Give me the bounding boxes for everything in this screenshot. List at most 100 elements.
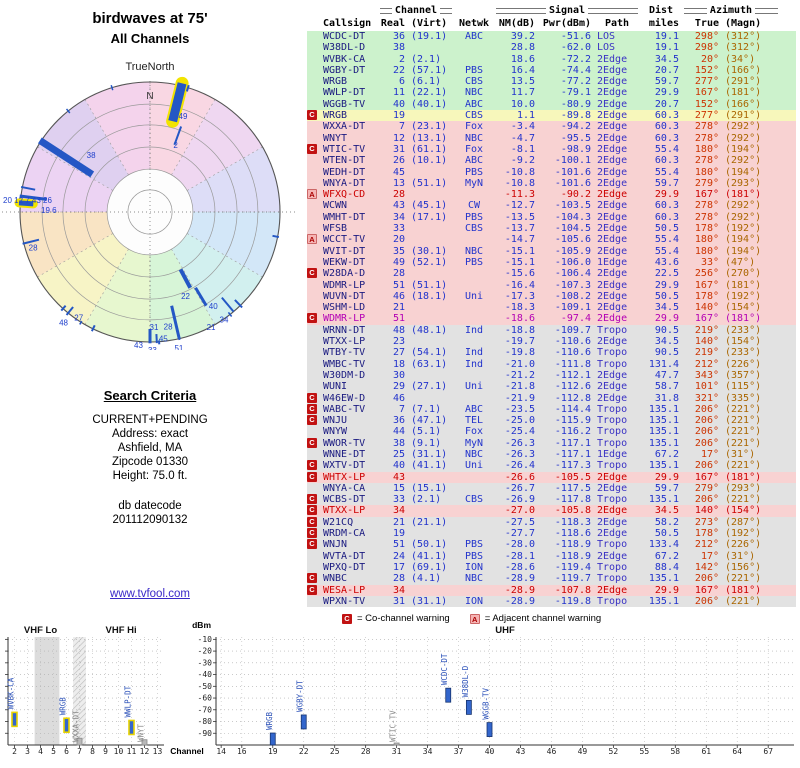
svg-text:31: 31 bbox=[150, 323, 159, 332]
svg-text:40: 40 bbox=[209, 302, 218, 311]
svg-text:55: 55 bbox=[640, 747, 650, 756]
co-channel-warning-icon: C bbox=[307, 313, 317, 324]
svg-text:49: 49 bbox=[578, 747, 588, 756]
group-channel: Channel bbox=[378, 4, 454, 17]
station-table: Channel Signal Dist Azimuth Callsign Rea… bbox=[307, 4, 796, 608]
search-criteria-heading: Search Criteria bbox=[103, 388, 197, 403]
table-row: C W28DA-D 28 -15.6 -106.4 2Edge 22.5 256° (270°) bbox=[307, 268, 796, 280]
svg-text:7: 7 bbox=[77, 747, 82, 756]
table-row: C WXTV-DT 40 (41.1) Uni -26.4 -117.3 Tropo 135.1… bbox=[307, 460, 796, 472]
svg-text:WGBY-DT: WGBY-DT bbox=[296, 680, 305, 712]
svg-text:22: 22 bbox=[181, 292, 190, 301]
table-row: WTBY-TV 27 (54.1) Ind -19.8 -110.6 Tropo 90.5 21… bbox=[307, 347, 796, 359]
col-virt: (Virt) bbox=[411, 18, 448, 29]
co-channel-warning-icon: C bbox=[307, 528, 317, 539]
table-row: WMHT-DT 34 (17.1) PBS -13.5 -104.3 2Edge 60.3 27… bbox=[307, 211, 796, 224]
svg-text:Channel: Channel bbox=[170, 746, 204, 756]
adjacent-channel-warning-icon: A bbox=[307, 189, 317, 200]
svg-text:48: 48 bbox=[59, 319, 68, 328]
svg-text:58: 58 bbox=[670, 747, 680, 756]
table-row: WNYA-DT 13 (51.1) MyN -10.8 -101.6 2Edge 59.7 27… bbox=[307, 177, 796, 190]
svg-text:WXXA-DT: WXXA-DT bbox=[72, 710, 81, 742]
table-row: WMBC-TV 18 (63.1) Ind -21.0 -111.8 Tropo 131.4 2… bbox=[307, 358, 796, 370]
svg-text:37: 37 bbox=[454, 747, 464, 756]
svg-text:28: 28 bbox=[29, 244, 38, 253]
table-row: C WABC-TV 7 (7.1) ABC -23.5 -114.4 Tropo 135.1 20… bbox=[307, 403, 796, 416]
table-row: WUVN-DT 46 (18.1) Uni -17.3 -108.2 2Edge 50.5 17… bbox=[307, 290, 796, 303]
svg-text:2: 2 bbox=[173, 141, 178, 150]
co-channel-badge: C bbox=[342, 613, 352, 624]
svg-text:-50: -50 bbox=[198, 682, 213, 691]
svg-text:33: 33 bbox=[148, 346, 157, 350]
tvfool-link[interactable]: www.tvfool.com bbox=[110, 588, 190, 600]
table-row: WRGB 6 (6.1) CBS 13.5 -77.2 2Edge 59.7 277° (291°… bbox=[307, 76, 796, 88]
co-channel-legend-text: = Co-channel warning bbox=[357, 613, 450, 624]
svg-text:46: 46 bbox=[547, 747, 557, 756]
svg-text:3: 3 bbox=[25, 747, 30, 756]
svg-text:N: N bbox=[146, 91, 153, 102]
svg-text:WRGB: WRGB bbox=[59, 697, 68, 716]
search-criteria-line: Ashfield, MA bbox=[117, 442, 183, 454]
table-row: WVBK-CA 2 (2.1) 18.6 -72.2 2Edge 34.5 20° (34°) bbox=[307, 53, 796, 65]
group-signal: Signal bbox=[494, 4, 640, 17]
svg-text:22: 22 bbox=[299, 747, 309, 756]
search-criteria-line: Address: exact bbox=[111, 428, 189, 440]
svg-text:W38DL-D: W38DL-D bbox=[461, 665, 470, 697]
co-channel-warning-icon: C bbox=[307, 143, 317, 154]
svg-text:20 12 7 43 26: 20 12 7 43 26 bbox=[3, 196, 52, 205]
svg-text:51: 51 bbox=[174, 344, 183, 350]
svg-text:-60: -60 bbox=[198, 694, 213, 703]
svg-text:52: 52 bbox=[609, 747, 619, 756]
svg-text:WNYT: WNYT bbox=[137, 723, 146, 742]
table-group-header: Channel Signal Dist Azimuth bbox=[307, 4, 796, 17]
svg-text:10: 10 bbox=[114, 747, 124, 756]
co-channel-warning-icon: C bbox=[307, 584, 317, 595]
table-row: WUNI 29 (27.1) Uni -21.8 -112.6 2Edge 58.7 101°(… bbox=[307, 381, 796, 393]
table-row: C WESA-LP 34 -28.9 -107.8 2Edge 29.9 167° (181°) bbox=[307, 584, 796, 596]
col-nm: NM(dB) bbox=[498, 18, 535, 29]
svg-text:67: 67 bbox=[763, 747, 773, 756]
co-channel-warning-icon: C bbox=[307, 110, 317, 121]
svg-text:WTIC-TV: WTIC-TV bbox=[389, 710, 398, 742]
svg-text:-20: -20 bbox=[198, 647, 213, 656]
group-dist: Dist bbox=[648, 5, 674, 16]
table-row: WWLP-DT 11 (22.1) NBC 11.7 -79.1 2Edge 29.9 167°… bbox=[307, 87, 796, 99]
co-channel-warning-icon: C bbox=[307, 460, 317, 471]
svg-text:WGGB-TV: WGGB-TV bbox=[482, 687, 491, 719]
svg-text:5: 5 bbox=[51, 747, 56, 756]
svg-text:31: 31 bbox=[392, 747, 402, 756]
table-row: C WNJU 36 (47.1) TEL -25.0 -115.9 Tropo 135.1 206… bbox=[307, 415, 796, 427]
table-row: WTEN-DT 26 (10.1) ABC -9.2 -100.1 2Edge 60.3 278… bbox=[307, 155, 796, 167]
svg-text:-10: -10 bbox=[198, 635, 213, 644]
adjacent-channel-warning-icon: A bbox=[307, 234, 317, 245]
svg-text:28: 28 bbox=[164, 322, 173, 331]
table-row: A WCCT-TV 20 -14.7 -105.6 2Edge 55.4 180° (194°) bbox=[307, 234, 796, 246]
table-row: C WTXX-LP 34 -27.0 -105.8 2Edge 34.5 140° (154°) bbox=[307, 505, 796, 517]
table-row: C W21CQ 21 (21.1) -27.5 -118.3 2Edge 58.2 273° (2… bbox=[307, 516, 796, 529]
svg-text:25: 25 bbox=[330, 747, 340, 756]
station-table-body: WCDC-DT 36 (19.1) ABC 39.2 -51.6 LOS 19.1 298° (3… bbox=[307, 31, 796, 608]
radar-orientation-label: TrueNorth bbox=[125, 61, 175, 73]
datecode-label: db datecode bbox=[118, 500, 182, 512]
datecode-value: 201112090132 bbox=[112, 514, 188, 526]
svg-text:28: 28 bbox=[361, 747, 371, 756]
svg-text:27: 27 bbox=[74, 314, 83, 323]
table-row: WSHM-LD 21 -18.3 -109.1 2Edge 34.5 140° (154°) bbox=[307, 302, 796, 314]
svg-text:34: 34 bbox=[423, 747, 433, 756]
svg-text:11: 11 bbox=[127, 747, 137, 756]
co-channel-warning-icon: C bbox=[307, 437, 317, 448]
co-channel-warning-icon: C bbox=[307, 516, 317, 527]
table-row: W38DL-D 38 28.8 -62.0 LOS 19.1 298° (312°) bbox=[307, 42, 796, 54]
search-criteria-line: CURRENT+PENDING bbox=[92, 414, 208, 426]
table-row: C WCBS-DT 33 (2.1) CBS -26.9 -117.8 Tropo 135.1 2… bbox=[307, 494, 796, 506]
svg-text:13: 13 bbox=[153, 747, 163, 756]
table-row: C WWOR-TV 38 (9.1) MyN -26.3 -117.1 Tropo 135.1 2… bbox=[307, 437, 796, 449]
table-row: C WNJN 51 (50.1) PBS -28.0 -118.9 Tropo 133.4 212… bbox=[307, 539, 796, 551]
svg-text:VHF Hi: VHF Hi bbox=[106, 625, 137, 636]
table-row: WGGB-TV 40 (40.1) ABC 10.0 -80.9 2Edge 20.7 152°… bbox=[307, 98, 796, 111]
co-channel-warning-icon: C bbox=[307, 539, 317, 550]
svg-text:34: 34 bbox=[220, 316, 229, 325]
search-criteria: Search Criteria CURRENT+PENDING Address: … bbox=[20, 388, 280, 527]
